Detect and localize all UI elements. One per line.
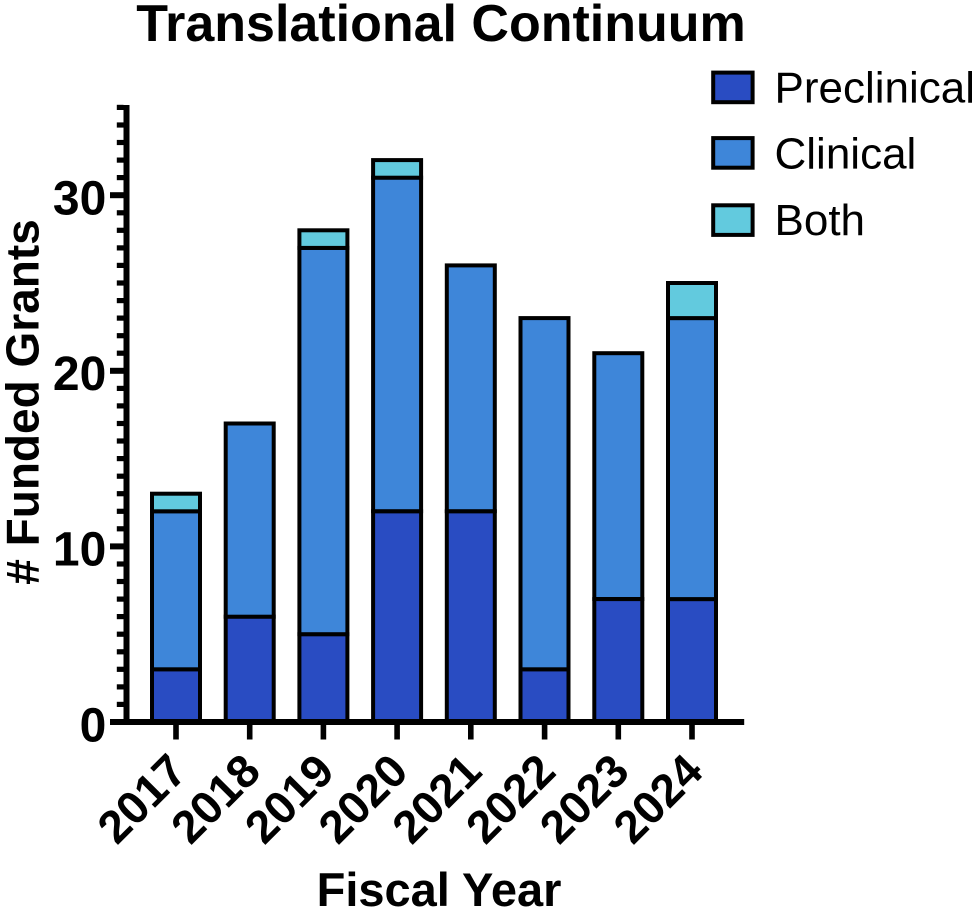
svg-text:Both: Both	[775, 196, 866, 245]
svg-text:Fiscal Year: Fiscal Year	[317, 863, 562, 910]
svg-text:0: 0	[80, 699, 107, 752]
svg-text:Clinical: Clinical	[775, 130, 917, 179]
svg-text:Preclinical: Preclinical	[775, 64, 972, 113]
svg-text:10: 10	[53, 524, 106, 577]
svg-text:# Funded Grants: # Funded Grants	[0, 219, 48, 584]
svg-text:30: 30	[53, 173, 106, 226]
svg-text:Translational Continuum: Translational Continuum	[136, 0, 746, 53]
svg-text:20: 20	[53, 348, 106, 401]
